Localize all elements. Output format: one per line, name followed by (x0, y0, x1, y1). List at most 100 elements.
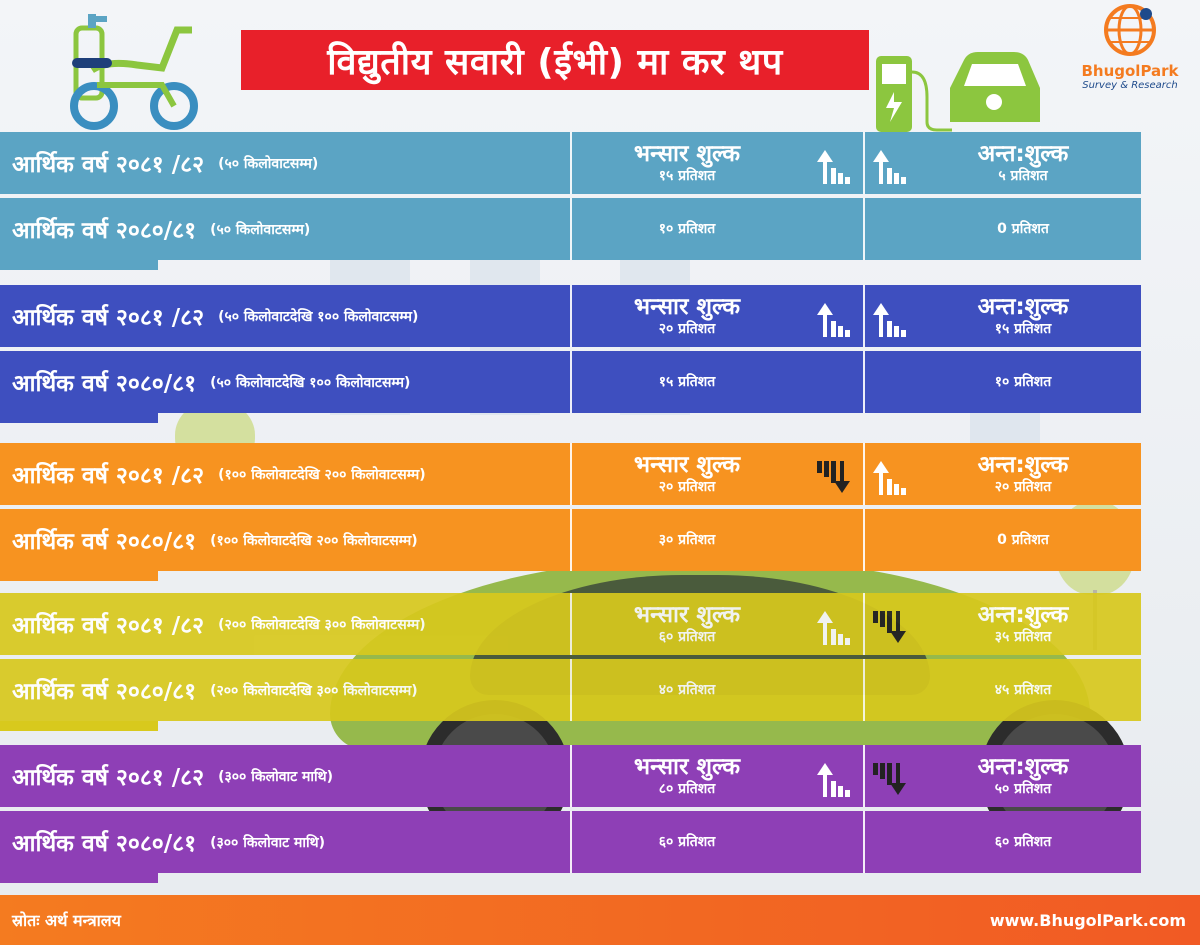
fiscal-year-cell: आर्थिक वर्ष २०८१ /८२ (५० किलोवाटदेखि १०० … (0, 285, 570, 347)
website-link[interactable]: www.BhugolPark.com (989, 911, 1186, 930)
customs-duty-cell: ६० प्रतिशत (571, 811, 803, 873)
column-divider (570, 285, 572, 347)
column-divider (570, 198, 572, 260)
column-divider (570, 509, 572, 571)
fiscal-year-cell: आर्थिक वर्ष २०८०/८१ (२०० किलोवाटदेखि ३०० … (0, 659, 570, 721)
column-divider (863, 285, 865, 347)
customs-duty-cell: १० प्रतिशत (571, 198, 803, 260)
excise-duty-title: अन्त:शुल्क (977, 602, 1069, 628)
logo-tagline: Survey & Research (1082, 80, 1178, 91)
excise-duty-cell: १० प्रतिशत (905, 351, 1141, 413)
fiscal-year: आर्थिक वर्ष २०८१ /८२ (12, 305, 205, 331)
excise-duty-title: अन्त:शुल्क (977, 452, 1069, 478)
customs-duty-rate: १५ प्रतिशत (658, 168, 716, 184)
customs-duty-cell: भन्सार शुल्क १५ प्रतिशत (571, 132, 803, 194)
capacity-range: (५० किलोवाटसम्म) (218, 155, 319, 172)
capacity-range: (३०० किलोवाट माथि) (218, 768, 334, 785)
capacity-range: (२०० किलोवाटदेखि ३०० किलोवाटसम्म) (210, 682, 418, 699)
column-divider (863, 443, 865, 505)
excise-duty-rate: ५ प्रतिशत (998, 168, 1048, 184)
source-note: स्रोतः अर्थ मन्त्रालय (12, 911, 121, 930)
section-tab (0, 413, 158, 423)
column-divider (570, 443, 572, 505)
fiscal-year: आर्थिक वर्ष २०८०/८१ (12, 218, 197, 244)
fiscal-year-cell: आर्थिक वर्ष २०८०/८१ (५० किलोवाटदेखि १०० क… (0, 351, 570, 413)
capacity-range: (२०० किलोवाटदेखि ३०० किलोवाटसम्म) (218, 616, 426, 633)
table-row: आर्थिक वर्ष २०८१ /८२ (५० किलोवाटसम्म) भन्स… (0, 132, 1141, 194)
excise-duty-cell: अन्त:शुल्क १५ प्रतिशत (905, 285, 1141, 347)
electric-scooter-icon (70, 14, 198, 130)
capacity-range: (३०० किलोवाट माथि) (210, 834, 326, 851)
customs-duty-cell: १५ प्रतिशत (571, 351, 803, 413)
fiscal-year: आर्थिक वर्ष २०८०/८१ (12, 371, 197, 397)
column-divider (863, 509, 865, 571)
customs-increase-arrow-icon (817, 611, 850, 645)
fiscal-year-cell: आर्थिक वर्ष २०८१ /८२ (१०० किलोवाटदेखि २००… (0, 443, 570, 505)
bhugolpark-logo: BhugolPark Survey & Research (1060, 2, 1200, 110)
customs-increase-arrow-icon (817, 763, 850, 797)
customs-duty-rate: ६० प्रतिशत (658, 834, 716, 850)
customs-decrease-arrow-icon (817, 461, 850, 493)
customs-duty-title: भन्सार शुल्क (633, 294, 741, 320)
fiscal-year-cell: आर्थिक वर्ष २०८०/८१ (१०० किलोवाटदेखि २०० … (0, 509, 570, 571)
excise-duty-rate: ४५ प्रतिशत (994, 682, 1052, 698)
excise-duty-cell: अन्त:शुल्क २० प्रतिशत (905, 443, 1141, 505)
excise-duty-rate: ३५ प्रतिशत (994, 629, 1052, 645)
customs-duty-title: भन्सार शुल्क (633, 602, 741, 628)
column-divider (863, 198, 865, 260)
customs-duty-cell: भन्सार शुल्क ८० प्रतिशत (571, 745, 803, 807)
column-divider (570, 811, 572, 873)
customs-duty-title: भन्सार शुल्क (633, 754, 741, 780)
table-row: आर्थिक वर्ष २०८१ /८२ (२०० किलोवाटदेखि ३००… (0, 593, 1141, 655)
customs-duty-cell: भन्सार शुल्क ६० प्रतिशत (571, 593, 803, 655)
fiscal-year-cell: आर्थिक वर्ष २०८०/८१ (३०० किलोवाट माथि) (0, 811, 570, 873)
fiscal-year: आर्थिक वर्ष २०८०/८१ (12, 679, 197, 705)
logo-name: BhugolPark (1081, 62, 1179, 80)
capacity-range: (५० किलोवाटसम्म) (210, 221, 311, 238)
excise-duty-cell: 0 प्रतिशत (905, 509, 1141, 571)
fiscal-year: आर्थिक वर्ष २०८१ /८२ (12, 613, 205, 639)
table-row: आर्थिक वर्ष २०८०/८१ (३०० किलोवाट माथि) ६० … (0, 811, 1141, 873)
fiscal-year: आर्थिक वर्ष २०८१ /८२ (12, 463, 205, 489)
customs-duty-cell: ३० प्रतिशत (571, 509, 803, 571)
table-row: आर्थिक वर्ष २०८०/८१ (५० किलोवाटसम्म) १० प्… (0, 198, 1141, 260)
excise-duty-rate: ५० प्रतिशत (994, 781, 1052, 797)
excise-duty-cell: 0 प्रतिशत (905, 198, 1141, 260)
excise-duty-rate: २० प्रतिशत (994, 479, 1052, 495)
customs-duty-title: भन्सार शुल्क (633, 452, 741, 478)
column-divider (863, 745, 865, 807)
column-divider (863, 659, 865, 721)
column-divider (570, 659, 572, 721)
table-row: आर्थिक वर्ष २०८०/८१ (१०० किलोवाटदेखि २०० … (0, 509, 1141, 571)
excise-duty-cell: अन्त:शुल्क ३५ प्रतिशत (905, 593, 1141, 655)
column-divider (570, 351, 572, 413)
customs-increase-arrow-icon (817, 150, 850, 184)
table-row: आर्थिक वर्ष २०८०/८१ (५० किलोवाटदेखि १०० क… (0, 351, 1141, 413)
table-row: आर्थिक वर्ष २०८१ /८२ (१०० किलोवाटदेखि २००… (0, 443, 1141, 505)
customs-duty-rate: ६० प्रतिशत (658, 629, 716, 645)
excise-duty-cell: ४५ प्रतिशत (905, 659, 1141, 721)
excise-duty-cell: अन्त:शुल्क ५० प्रतिशत (905, 745, 1141, 807)
excise-duty-title: अन्त:शुल्क (977, 754, 1069, 780)
excise-duty-rate: ६० प्रतिशत (994, 834, 1052, 850)
fiscal-year-cell: आर्थिक वर्ष २०८१ /८२ (२०० किलोवाटदेखि ३००… (0, 593, 570, 655)
customs-duty-cell: ४० प्रतिशत (571, 659, 803, 721)
excise-duty-rate: 0 प्रतिशत (997, 221, 1049, 237)
section-tab (0, 260, 158, 270)
table-row: आर्थिक वर्ष २०८१ /८२ (५० किलोवाटदेखि १०० … (0, 285, 1141, 347)
globe-logo-icon (1104, 4, 1156, 56)
customs-duty-rate: ४० प्रतिशत (658, 682, 716, 698)
fiscal-year-cell: आर्थिक वर्ष २०८०/८१ (५० किलोवाटसम्म) (0, 198, 570, 260)
fiscal-year: आर्थिक वर्ष २०८०/८१ (12, 529, 197, 555)
charging-station-car-icon (876, 52, 1040, 132)
capacity-range: (५० किलोवाटदेखि १०० किलोवाटसम्म) (210, 374, 411, 391)
column-divider (863, 132, 865, 194)
excise-decrease-arrow-icon (873, 763, 906, 795)
excise-duty-title: अन्त:शुल्क (977, 294, 1069, 320)
excise-increase-arrow-icon (873, 303, 906, 337)
capacity-range: (५० किलोवाटदेखि १०० किलोवाटसम्म) (218, 308, 419, 325)
customs-duty-title: भन्सार शुल्क (633, 141, 741, 167)
column-divider (570, 593, 572, 655)
section-tab (0, 721, 158, 731)
